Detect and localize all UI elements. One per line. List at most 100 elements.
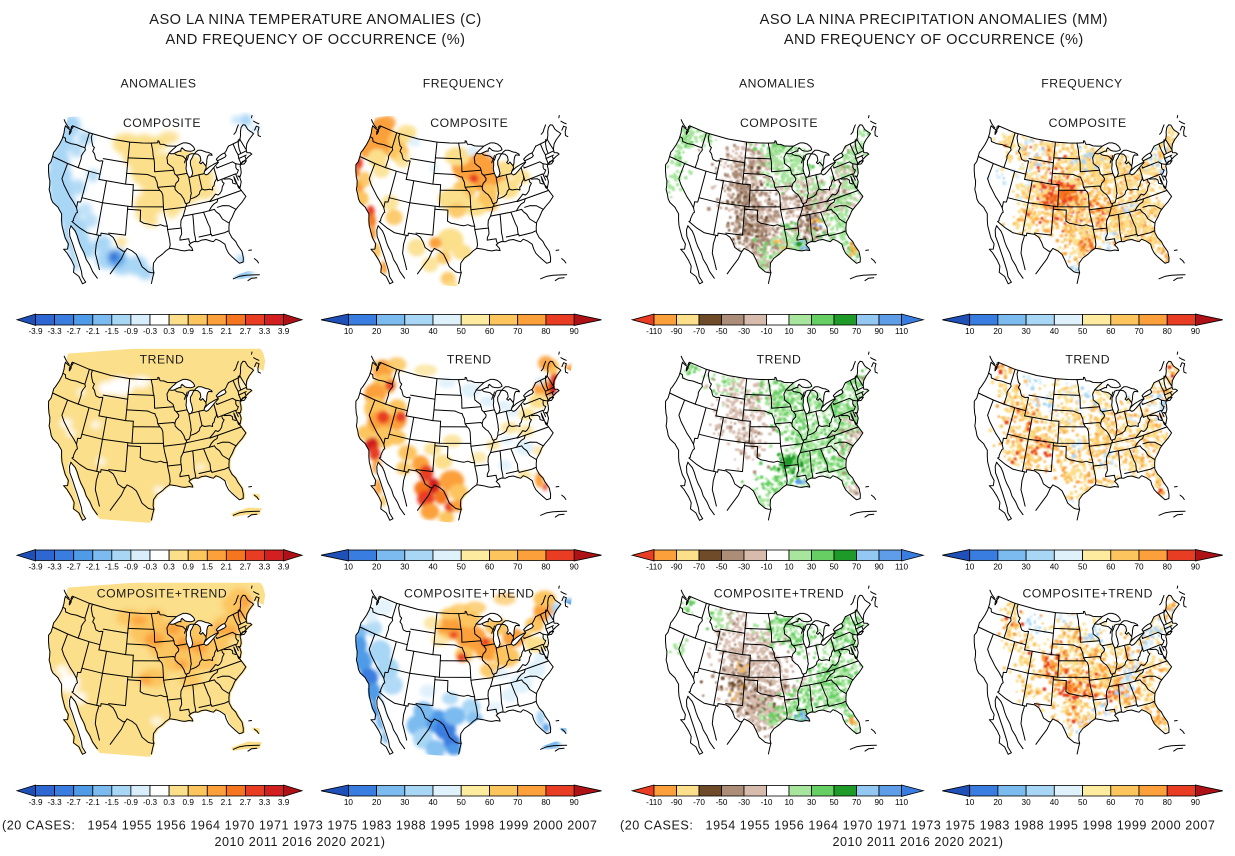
svg-text:50: 50 (1078, 327, 1088, 336)
svg-text:2.1: 2.1 (221, 798, 233, 807)
svg-text:80: 80 (541, 798, 551, 807)
svg-text:90: 90 (1191, 798, 1201, 807)
svg-text:-1.5: -1.5 (105, 798, 120, 807)
svg-text:2010 2011 2016 2020 2021): 2010 2011 2016 2020 2021) (214, 835, 385, 849)
svg-text:-50: -50 (716, 327, 728, 336)
svg-text:50: 50 (457, 563, 467, 572)
svg-text:COMPOSITE: COMPOSITE (430, 116, 508, 130)
svg-text:ANOMALIES: ANOMALIES (120, 77, 196, 91)
svg-text:0.3: 0.3 (163, 798, 175, 807)
svg-text:FREQUENCY: FREQUENCY (1041, 77, 1122, 91)
svg-text:-2.1: -2.1 (86, 563, 101, 572)
svg-text:-30: -30 (738, 563, 750, 572)
svg-text:60: 60 (1106, 798, 1116, 807)
svg-text:-0.3: -0.3 (143, 327, 158, 336)
svg-text:-3.3: -3.3 (48, 798, 63, 807)
svg-text:20: 20 (372, 798, 382, 807)
svg-text:20: 20 (372, 327, 382, 336)
svg-text:30: 30 (1022, 327, 1032, 336)
svg-text:-50: -50 (716, 798, 728, 807)
svg-text:50: 50 (1078, 563, 1088, 572)
svg-text:30: 30 (807, 563, 817, 572)
svg-text:-1.5: -1.5 (105, 563, 120, 572)
svg-text:2.7: 2.7 (240, 327, 252, 336)
svg-text:TREND: TREND (1065, 352, 1110, 366)
svg-text:90: 90 (1191, 327, 1201, 336)
svg-text:2.1: 2.1 (221, 327, 233, 336)
svg-text:60: 60 (485, 327, 495, 336)
svg-text:-2.1: -2.1 (86, 327, 101, 336)
svg-text:20: 20 (372, 563, 382, 572)
svg-text:COMPOSITE+TREND: COMPOSITE+TREND (404, 586, 534, 600)
svg-text:50: 50 (829, 563, 839, 572)
svg-text:(20 CASES: 1954 1955 1956 19: (20 CASES: 1954 1955 1956 1964 1970 1971… (2, 819, 597, 833)
svg-text:3.3: 3.3 (259, 563, 271, 572)
svg-text:10: 10 (344, 327, 354, 336)
svg-text:70: 70 (852, 798, 862, 807)
svg-text:70: 70 (1134, 327, 1144, 336)
svg-text:70: 70 (1134, 563, 1144, 572)
svg-text:COMPOSITE+TREND: COMPOSITE+TREND (714, 586, 844, 600)
svg-text:70: 70 (852, 327, 862, 336)
svg-text:2.1: 2.1 (221, 563, 233, 572)
svg-text:90: 90 (570, 798, 580, 807)
svg-text:-10: -10 (761, 798, 773, 807)
svg-text:20: 20 (993, 798, 1003, 807)
svg-text:70: 70 (513, 563, 523, 572)
svg-text:90: 90 (1191, 563, 1201, 572)
svg-text:AND FREQUENCY OF OCCURRENCE (%: AND FREQUENCY OF OCCURRENCE (%) (166, 32, 466, 48)
svg-text:3.9: 3.9 (278, 327, 290, 336)
svg-text:3.3: 3.3 (259, 327, 271, 336)
svg-text:-90: -90 (671, 327, 683, 336)
svg-text:1.5: 1.5 (202, 563, 214, 572)
svg-text:-50: -50 (716, 563, 728, 572)
svg-text:10: 10 (965, 798, 975, 807)
svg-text:3.9: 3.9 (278, 563, 290, 572)
svg-text:-2.7: -2.7 (67, 563, 82, 572)
svg-text:2010 2011 2016 2020 2021): 2010 2011 2016 2020 2021) (832, 835, 1003, 849)
svg-text:-30: -30 (738, 327, 750, 336)
svg-text:90: 90 (874, 327, 884, 336)
svg-text:110: 110 (895, 798, 908, 807)
svg-text:-10: -10 (761, 327, 773, 336)
svg-text:10: 10 (965, 327, 975, 336)
svg-text:30: 30 (807, 798, 817, 807)
svg-text:10: 10 (965, 563, 975, 572)
svg-text:0.3: 0.3 (163, 563, 175, 572)
svg-text:-2.7: -2.7 (67, 327, 82, 336)
svg-text:50: 50 (457, 798, 467, 807)
svg-text:50: 50 (829, 798, 839, 807)
svg-text:30: 30 (807, 327, 817, 336)
svg-text:0.9: 0.9 (183, 798, 195, 807)
svg-text:90: 90 (874, 798, 884, 807)
svg-text:-0.9: -0.9 (124, 327, 139, 336)
svg-text:30: 30 (400, 563, 410, 572)
svg-text:2.7: 2.7 (240, 798, 252, 807)
svg-text:-0.9: -0.9 (124, 563, 139, 572)
svg-text:60: 60 (1106, 563, 1116, 572)
svg-text:(20 CASES: 1954 1955 1956 19: (20 CASES: 1954 1955 1956 1964 1970 1971… (620, 819, 1215, 833)
svg-text:60: 60 (485, 563, 495, 572)
svg-text:1.5: 1.5 (202, 327, 214, 336)
svg-text:-90: -90 (671, 798, 683, 807)
svg-text:30: 30 (1022, 563, 1032, 572)
svg-text:-110: -110 (646, 563, 662, 572)
svg-text:-1.5: -1.5 (105, 327, 120, 336)
svg-text:60: 60 (485, 798, 495, 807)
svg-text:ANOMALIES: ANOMALIES (739, 77, 815, 91)
svg-text:80: 80 (541, 563, 551, 572)
svg-text:50: 50 (457, 327, 467, 336)
svg-text:70: 70 (513, 327, 523, 336)
svg-text:TREND: TREND (757, 352, 802, 366)
svg-text:COMPOSITE: COMPOSITE (1049, 116, 1127, 130)
svg-text:COMPOSITE+TREND: COMPOSITE+TREND (1022, 586, 1152, 600)
svg-text:-70: -70 (693, 563, 705, 572)
svg-text:-3.9: -3.9 (28, 563, 43, 572)
svg-text:80: 80 (541, 327, 551, 336)
svg-text:-3.3: -3.3 (48, 563, 63, 572)
svg-text:10: 10 (344, 798, 354, 807)
svg-text:90: 90 (570, 563, 580, 572)
svg-text:80: 80 (1163, 563, 1173, 572)
svg-text:FREQUENCY: FREQUENCY (423, 77, 504, 91)
svg-text:20: 20 (993, 327, 1003, 336)
